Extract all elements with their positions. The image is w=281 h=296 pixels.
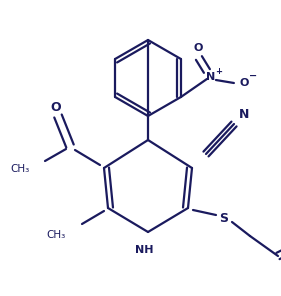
Text: +: + (216, 67, 222, 75)
Text: O: O (51, 101, 61, 113)
Text: −: − (249, 71, 257, 81)
Text: CH₃: CH₃ (47, 230, 66, 240)
Text: S: S (219, 212, 228, 224)
Text: O: O (193, 43, 203, 53)
Text: CH₃: CH₃ (11, 164, 30, 174)
Text: NH: NH (135, 245, 153, 255)
Text: O: O (239, 78, 249, 88)
Text: N: N (206, 72, 216, 82)
Text: N: N (239, 107, 249, 120)
